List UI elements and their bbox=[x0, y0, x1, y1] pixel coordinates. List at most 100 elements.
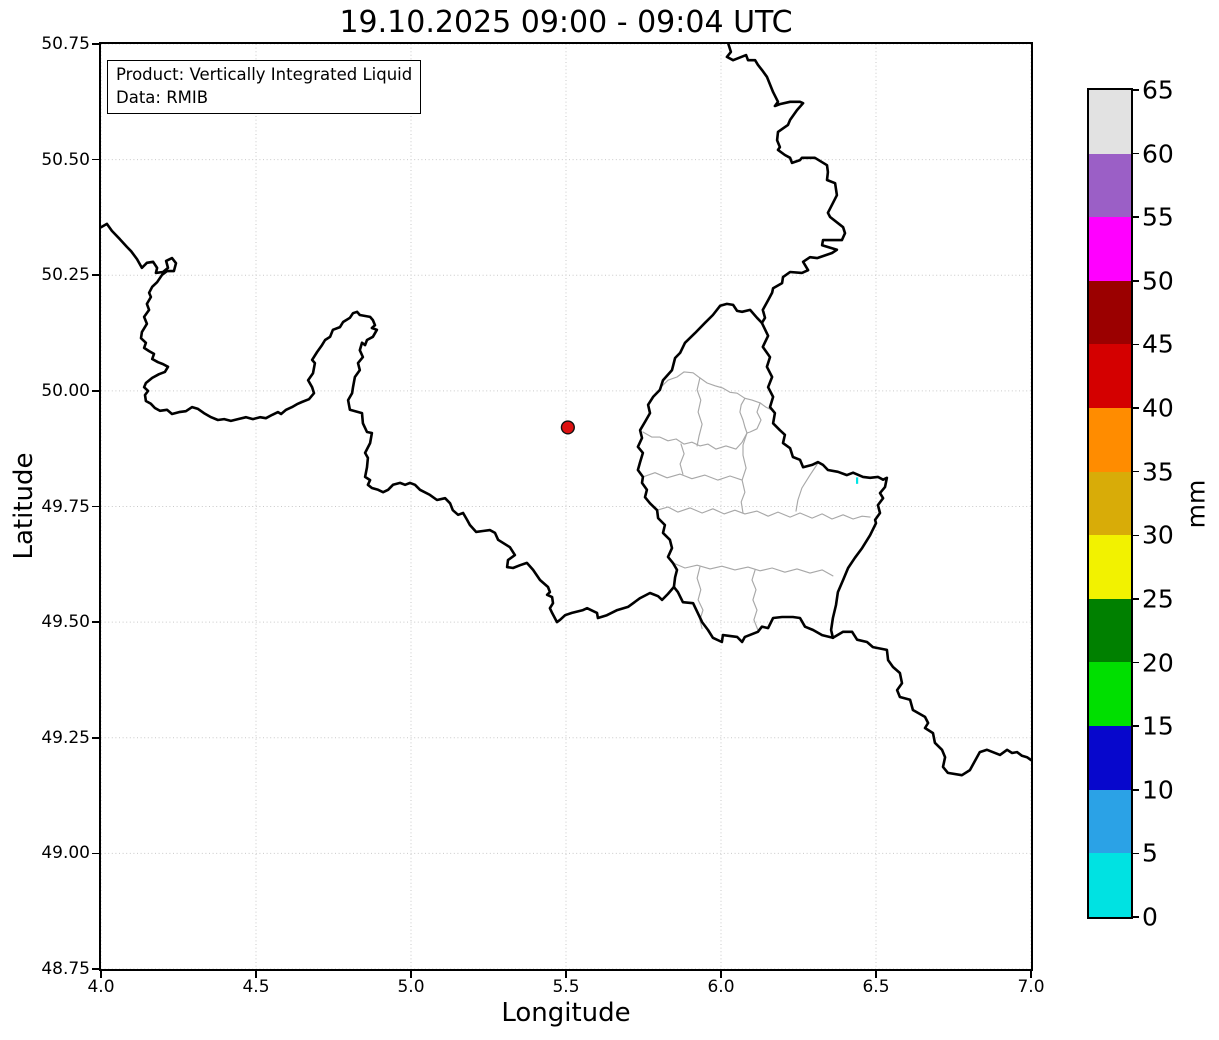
colorbar-unit-label: mm bbox=[1181, 479, 1211, 529]
colorbar-tick-label: 45 bbox=[1142, 329, 1174, 359]
y-tick-label: 50.00 bbox=[41, 380, 90, 401]
y-tick-label: 49.75 bbox=[41, 496, 90, 517]
region-border bbox=[740, 432, 748, 514]
colorbar-tick-mark bbox=[1133, 152, 1139, 155]
y-tick-mark bbox=[92, 852, 99, 855]
x-tick-label: 4.0 bbox=[87, 977, 115, 997]
region-border bbox=[672, 562, 834, 577]
region-border bbox=[739, 397, 748, 434]
colorbar-segment bbox=[1089, 662, 1131, 727]
y-tick-label: 49.25 bbox=[41, 727, 90, 748]
x-tick-label: 6.5 bbox=[862, 977, 890, 997]
colorbar-segment bbox=[1089, 853, 1131, 917]
colorbar-tick-label: 35 bbox=[1142, 457, 1174, 487]
colorbar-tick-label: 5 bbox=[1142, 838, 1158, 868]
country-border bbox=[831, 630, 1031, 777]
y-tick-label: 50.25 bbox=[41, 265, 90, 286]
y-tick-mark bbox=[92, 621, 99, 623]
colorbar-segment bbox=[1089, 280, 1131, 345]
y-tick-label: 50.75 bbox=[41, 34, 90, 54]
colorbar-tick-mark bbox=[1133, 280, 1139, 282]
radar-echo-pixel bbox=[855, 477, 859, 484]
y-tick-label: 49.00 bbox=[41, 843, 90, 864]
y-tick-mark bbox=[92, 968, 99, 970]
map-plot-area bbox=[101, 44, 1031, 969]
colorbar-tick-label: 40 bbox=[1142, 393, 1174, 423]
colorbar-tick-mark bbox=[1133, 916, 1139, 918]
product-info-box: Product: Vertically Integrated Liquid Da… bbox=[107, 60, 422, 114]
colorbar-tick-label: 60 bbox=[1142, 139, 1174, 169]
product-line: Product: Vertically Integrated Liquid bbox=[116, 65, 413, 84]
colorbar-segment bbox=[1089, 598, 1131, 663]
colorbar bbox=[1087, 88, 1133, 919]
x-tick-label: 5.0 bbox=[397, 977, 425, 997]
colorbar-tick-mark bbox=[1133, 788, 1139, 791]
region-border bbox=[746, 402, 762, 434]
country-border bbox=[725, 44, 847, 325]
colorbar-tick-mark bbox=[1133, 852, 1139, 855]
x-tick-mark bbox=[255, 971, 257, 978]
x-tick-label: 4.5 bbox=[242, 977, 270, 997]
country-border bbox=[672, 585, 835, 644]
region-border bbox=[642, 472, 743, 481]
y-tick-mark bbox=[92, 505, 99, 508]
region-border bbox=[751, 569, 759, 631]
colorbar-tick-mark bbox=[1133, 343, 1139, 346]
colorbar-tick-label: 25 bbox=[1142, 584, 1174, 614]
y-tick-label: 48.75 bbox=[41, 959, 90, 979]
colorbar-tick-mark bbox=[1133, 534, 1139, 537]
colorbar-segment bbox=[1089, 217, 1131, 281]
colorbar-segment bbox=[1089, 344, 1131, 409]
x-axis-label: Longitude bbox=[501, 998, 631, 1028]
y-tick-mark bbox=[92, 274, 99, 277]
colorbar-segment bbox=[1089, 90, 1131, 154]
x-tick-mark bbox=[875, 971, 877, 978]
region-border bbox=[795, 462, 819, 512]
region-border bbox=[642, 431, 748, 450]
region-border bbox=[656, 506, 871, 520]
y-tick-mark bbox=[92, 158, 99, 161]
colorbar-tick-mark bbox=[1133, 470, 1139, 473]
colorbar-tick-label: 50 bbox=[1142, 266, 1174, 296]
y-tick-mark bbox=[92, 390, 99, 392]
colorbar-segment bbox=[1089, 153, 1131, 218]
colorbar-segment bbox=[1089, 726, 1131, 790]
colorbar-tick-label: 10 bbox=[1142, 775, 1174, 805]
country-border bbox=[101, 222, 676, 624]
x-tick-mark bbox=[100, 971, 102, 978]
vil-cell-marker bbox=[560, 420, 575, 435]
y-tick-label: 49.50 bbox=[41, 612, 90, 633]
colorbar-tick-label: 30 bbox=[1142, 520, 1174, 550]
x-tick-label: 5.5 bbox=[552, 977, 580, 997]
colorbar-segment bbox=[1089, 408, 1131, 472]
colorbar-tick-label: 55 bbox=[1142, 202, 1174, 232]
data-source-line: Data: RMIB bbox=[116, 88, 209, 107]
region-border bbox=[659, 371, 774, 412]
region-border bbox=[696, 377, 703, 447]
x-tick-mark bbox=[720, 971, 722, 978]
colorbar-tick-label: 20 bbox=[1142, 648, 1174, 678]
colorbar-tick-label: 0 bbox=[1142, 902, 1158, 932]
x-tick-label: 7.0 bbox=[1017, 977, 1045, 997]
colorbar-segment bbox=[1089, 789, 1131, 854]
colorbar-tick-mark bbox=[1133, 661, 1139, 664]
colorbar-tick-mark bbox=[1133, 598, 1139, 600]
y-tick-mark bbox=[92, 736, 99, 739]
colorbar-tick-mark bbox=[1133, 89, 1139, 91]
x-tick-label: 6.0 bbox=[707, 977, 735, 997]
colorbar-segment bbox=[1089, 535, 1131, 599]
x-tick-mark bbox=[1030, 971, 1032, 978]
country-border bbox=[636, 302, 764, 589]
country-border bbox=[760, 321, 889, 640]
plot-title: 19.10.2025 09:00 - 09:04 UTC bbox=[339, 5, 793, 40]
colorbar-tick-mark bbox=[1133, 725, 1139, 727]
colorbar-tick-mark bbox=[1133, 407, 1139, 409]
region-border bbox=[679, 443, 685, 475]
x-tick-mark bbox=[565, 971, 567, 978]
y-tick-mark bbox=[92, 43, 99, 45]
colorbar-tick-label: 65 bbox=[1142, 75, 1174, 105]
colorbar-tick-mark bbox=[1133, 216, 1139, 219]
colorbar-tick-label: 15 bbox=[1142, 711, 1174, 741]
x-tick-mark bbox=[410, 971, 412, 978]
